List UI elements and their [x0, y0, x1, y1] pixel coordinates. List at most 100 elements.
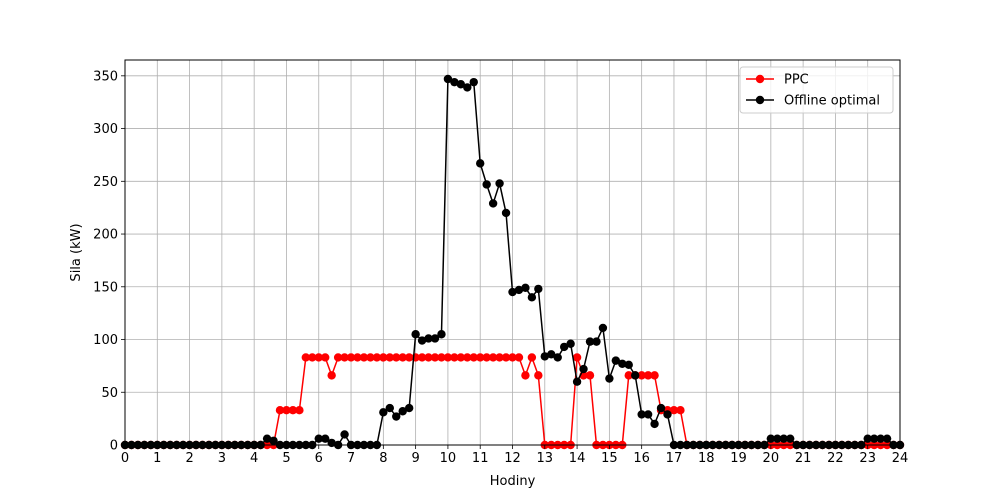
data-point — [314, 434, 323, 443]
x-tick-label: 1 — [153, 451, 161, 466]
y-tick-label: 200 — [93, 228, 118, 243]
x-tick-label: 9 — [411, 451, 419, 466]
data-point — [456, 353, 466, 362]
y-tick-label: 100 — [93, 333, 118, 348]
data-point — [766, 434, 776, 443]
data-point — [572, 377, 582, 386]
x-tick-label: 2 — [185, 451, 193, 466]
data-point — [534, 371, 543, 380]
x-tick-label: 11 — [472, 451, 489, 466]
data-point — [631, 371, 640, 380]
data-point — [508, 287, 517, 297]
data-point — [559, 342, 569, 352]
data-point — [366, 353, 375, 362]
x-tick-label: 23 — [859, 451, 876, 466]
data-point — [450, 353, 459, 362]
y-tick-label: 350 — [93, 69, 118, 84]
data-point — [321, 353, 330, 362]
data-point — [637, 371, 646, 380]
data-point — [282, 405, 291, 415]
x-tick-label: 13 — [537, 451, 554, 466]
x-tick-label: 8 — [379, 451, 387, 466]
x-tick-label: 4 — [250, 451, 258, 466]
data-point — [585, 371, 595, 380]
y-tick-label: 50 — [101, 386, 118, 401]
data-point — [611, 356, 621, 365]
data-point — [288, 405, 298, 415]
x-tick-label: 15 — [601, 451, 618, 466]
data-point — [863, 434, 872, 443]
data-point — [476, 353, 485, 362]
data-point — [598, 323, 608, 333]
data-point — [430, 353, 440, 362]
data-point — [585, 337, 595, 346]
data-point — [359, 353, 369, 362]
data-point — [437, 353, 446, 362]
data-point — [398, 353, 407, 362]
legend-label-ppc: PPC — [784, 73, 809, 88]
data-point — [643, 371, 653, 380]
data-point — [521, 371, 530, 380]
data-point — [392, 353, 401, 362]
data-point — [501, 208, 511, 218]
data-point — [269, 436, 278, 445]
data-point — [521, 283, 530, 293]
data-point — [534, 284, 543, 294]
legend-marker-offline-optimal — [755, 95, 765, 105]
x-tick-label: 18 — [698, 451, 715, 466]
data-point — [463, 353, 472, 362]
data-point — [463, 83, 472, 92]
data-point — [385, 403, 394, 413]
data-point — [669, 405, 679, 415]
legend: PPC Offline optimal — [739, 66, 894, 114]
data-point — [786, 434, 795, 443]
data-point — [650, 371, 659, 380]
data-point — [488, 199, 498, 208]
data-point — [547, 350, 556, 359]
data-point — [643, 410, 653, 419]
data-point — [308, 353, 317, 362]
data-point — [469, 353, 478, 362]
data-point — [514, 353, 524, 362]
x-tick-label: 20 — [763, 451, 780, 466]
data-point — [430, 334, 440, 343]
y-axis-label: Sila (kW) — [69, 223, 84, 281]
data-point — [262, 434, 272, 443]
data-point — [624, 360, 633, 370]
data-point — [876, 434, 885, 443]
data-point — [385, 353, 394, 362]
y-tick-label: 0 — [110, 439, 118, 454]
data-point — [379, 353, 388, 362]
x-tick-label: 14 — [569, 451, 586, 466]
data-point — [340, 353, 349, 362]
x-tick-label: 16 — [633, 451, 650, 466]
data-point — [437, 330, 446, 339]
data-point — [882, 434, 892, 443]
x-tick-label: 21 — [795, 451, 812, 466]
data-point — [346, 353, 356, 362]
data-point — [605, 374, 614, 383]
data-point — [398, 407, 407, 416]
data-point — [676, 405, 685, 415]
data-point — [527, 293, 537, 302]
data-point — [295, 405, 304, 415]
data-point — [443, 74, 453, 84]
data-point — [579, 364, 588, 374]
data-point — [379, 408, 388, 417]
data-point — [340, 430, 349, 439]
data-point — [469, 77, 478, 87]
data-point — [650, 419, 659, 429]
data-point — [404, 353, 414, 362]
data-point — [514, 285, 524, 295]
data-point — [476, 159, 485, 168]
legend-label-offline-optimal: Offline optimal — [784, 94, 880, 109]
data-point — [592, 337, 601, 346]
x-tick-label: 24 — [892, 451, 909, 466]
data-point — [663, 410, 672, 419]
data-point — [417, 353, 427, 362]
data-point — [501, 353, 511, 362]
data-point — [353, 353, 362, 362]
data-point — [540, 352, 549, 361]
